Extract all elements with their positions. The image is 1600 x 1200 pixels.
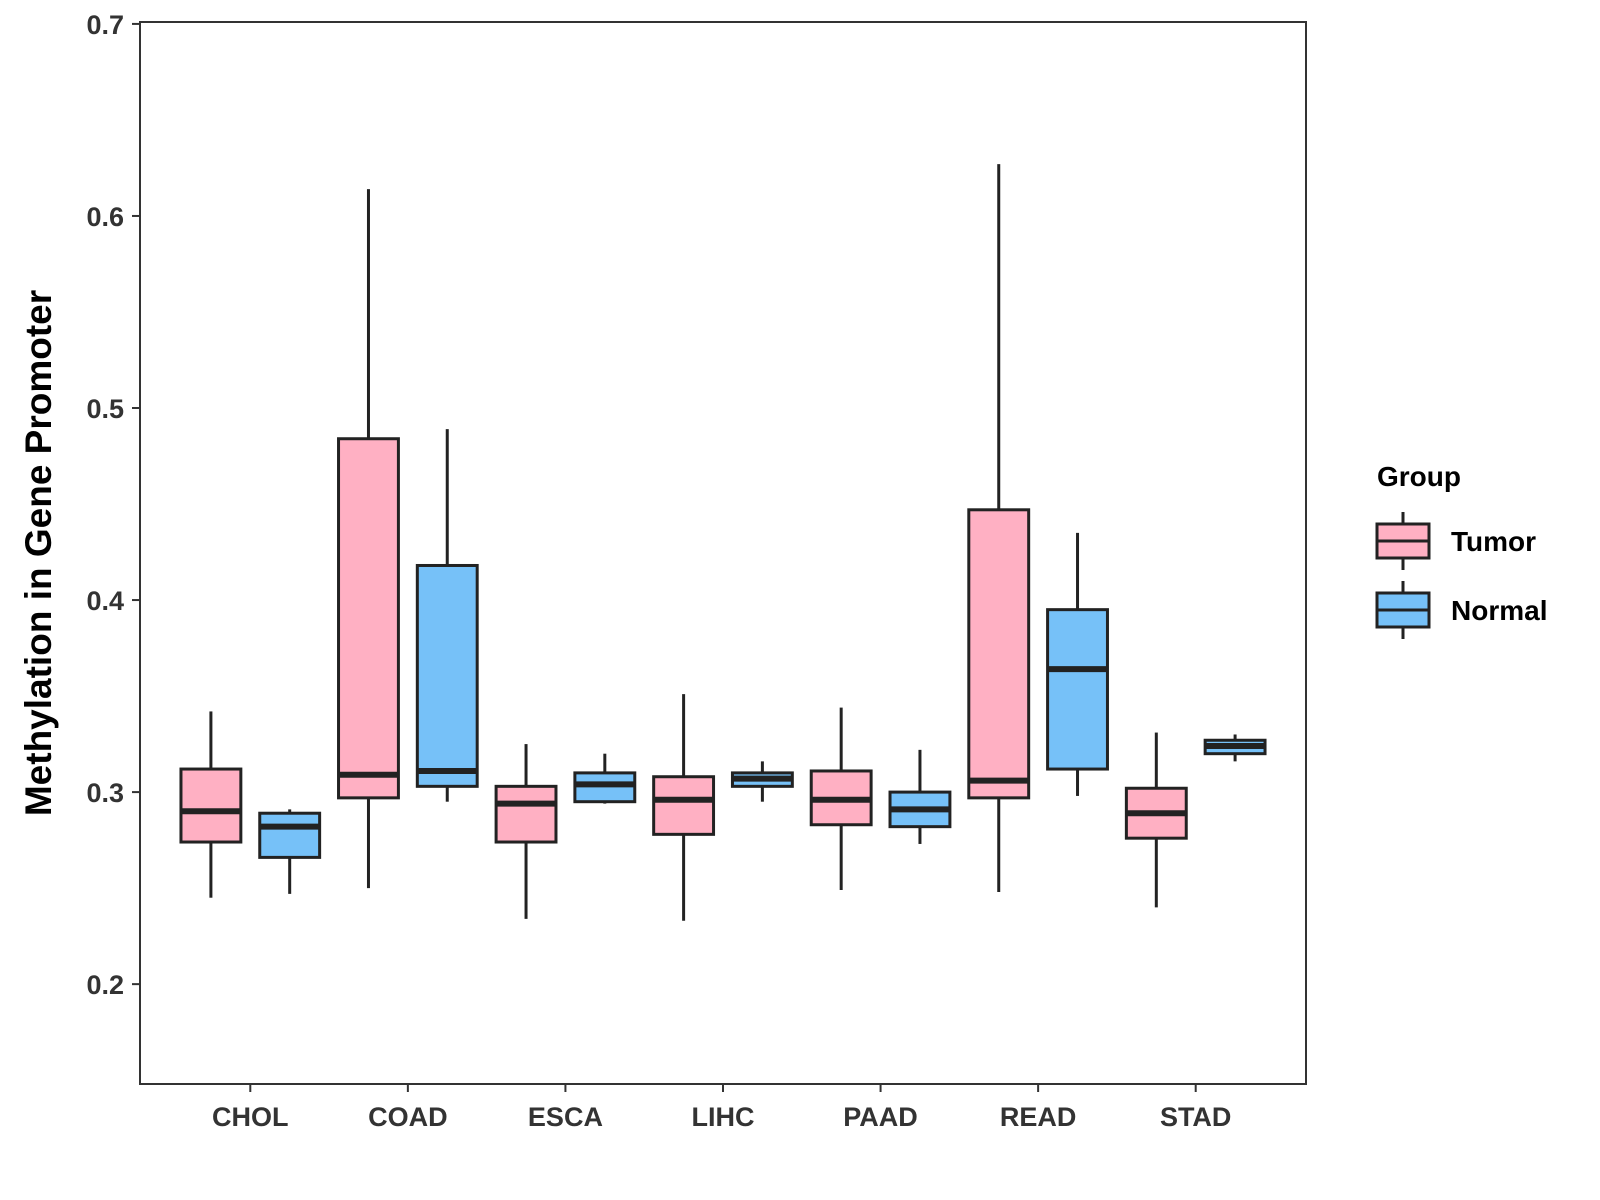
y-tick-label: 0.4 — [86, 586, 124, 616]
box-tumor-coad — [337, 189, 400, 889]
box-normal-coad — [415, 429, 479, 802]
legend-title: Group — [1377, 461, 1461, 492]
x-axis: CHOL COAD ESCA LIHC PAAD READ STAD — [212, 1084, 1231, 1132]
box-body — [1046, 608, 1109, 771]
x-tick-label: CHOL — [212, 1102, 289, 1132]
box-body — [258, 811, 322, 859]
legend-label: Normal — [1451, 595, 1547, 626]
box-normal-paad — [888, 749, 952, 844]
box-tumor-read — [967, 164, 1031, 892]
box-normal-esca — [573, 753, 637, 804]
y-axis-title: Methylation in Gene Promoter — [18, 290, 59, 816]
legend-item-tumor: Tumor — [1375, 512, 1536, 570]
y-tick-label: 0.2 — [86, 970, 124, 1000]
box-tumor-stad — [1124, 732, 1188, 908]
legend-label: Tumor — [1451, 526, 1536, 557]
y-axis: 0.2 0.3 0.4 0.5 0.6 0.7 — [86, 10, 140, 1000]
box-body — [415, 563, 479, 788]
plot-panel — [139, 21, 1307, 1085]
box-normal-stad — [1203, 734, 1267, 762]
x-tick-label: READ — [1000, 1102, 1077, 1132]
box-tumor-chol — [179, 711, 243, 898]
box-tumor-esca — [494, 744, 558, 919]
box-normal-lihc — [730, 761, 794, 802]
y-tick-label: 0.6 — [86, 202, 124, 232]
box-body — [337, 437, 400, 800]
box-body — [179, 767, 243, 844]
box-layer — [179, 164, 1267, 921]
x-tick-label: COAD — [368, 1102, 448, 1132]
y-tick-label: 0.5 — [86, 394, 124, 424]
box-normal-read — [1046, 532, 1109, 796]
x-tick-label: ESCA — [528, 1102, 603, 1132]
x-tick-label: LIHC — [692, 1102, 755, 1132]
box-normal-chol — [258, 809, 322, 894]
y-tick-label: 0.3 — [86, 778, 124, 808]
x-tick-label: STAD — [1160, 1102, 1232, 1132]
legend-item-normal: Normal — [1375, 581, 1547, 639]
box-body — [652, 775, 716, 836]
y-tick-label: 0.7 — [86, 10, 124, 40]
box-body — [494, 784, 558, 844]
box-tumor-paad — [809, 707, 873, 891]
legend: Group Tumor Normal — [1375, 461, 1547, 639]
box-tumor-lihc — [652, 694, 716, 921]
x-tick-label: PAAD — [843, 1102, 918, 1132]
box-body — [967, 508, 1031, 800]
